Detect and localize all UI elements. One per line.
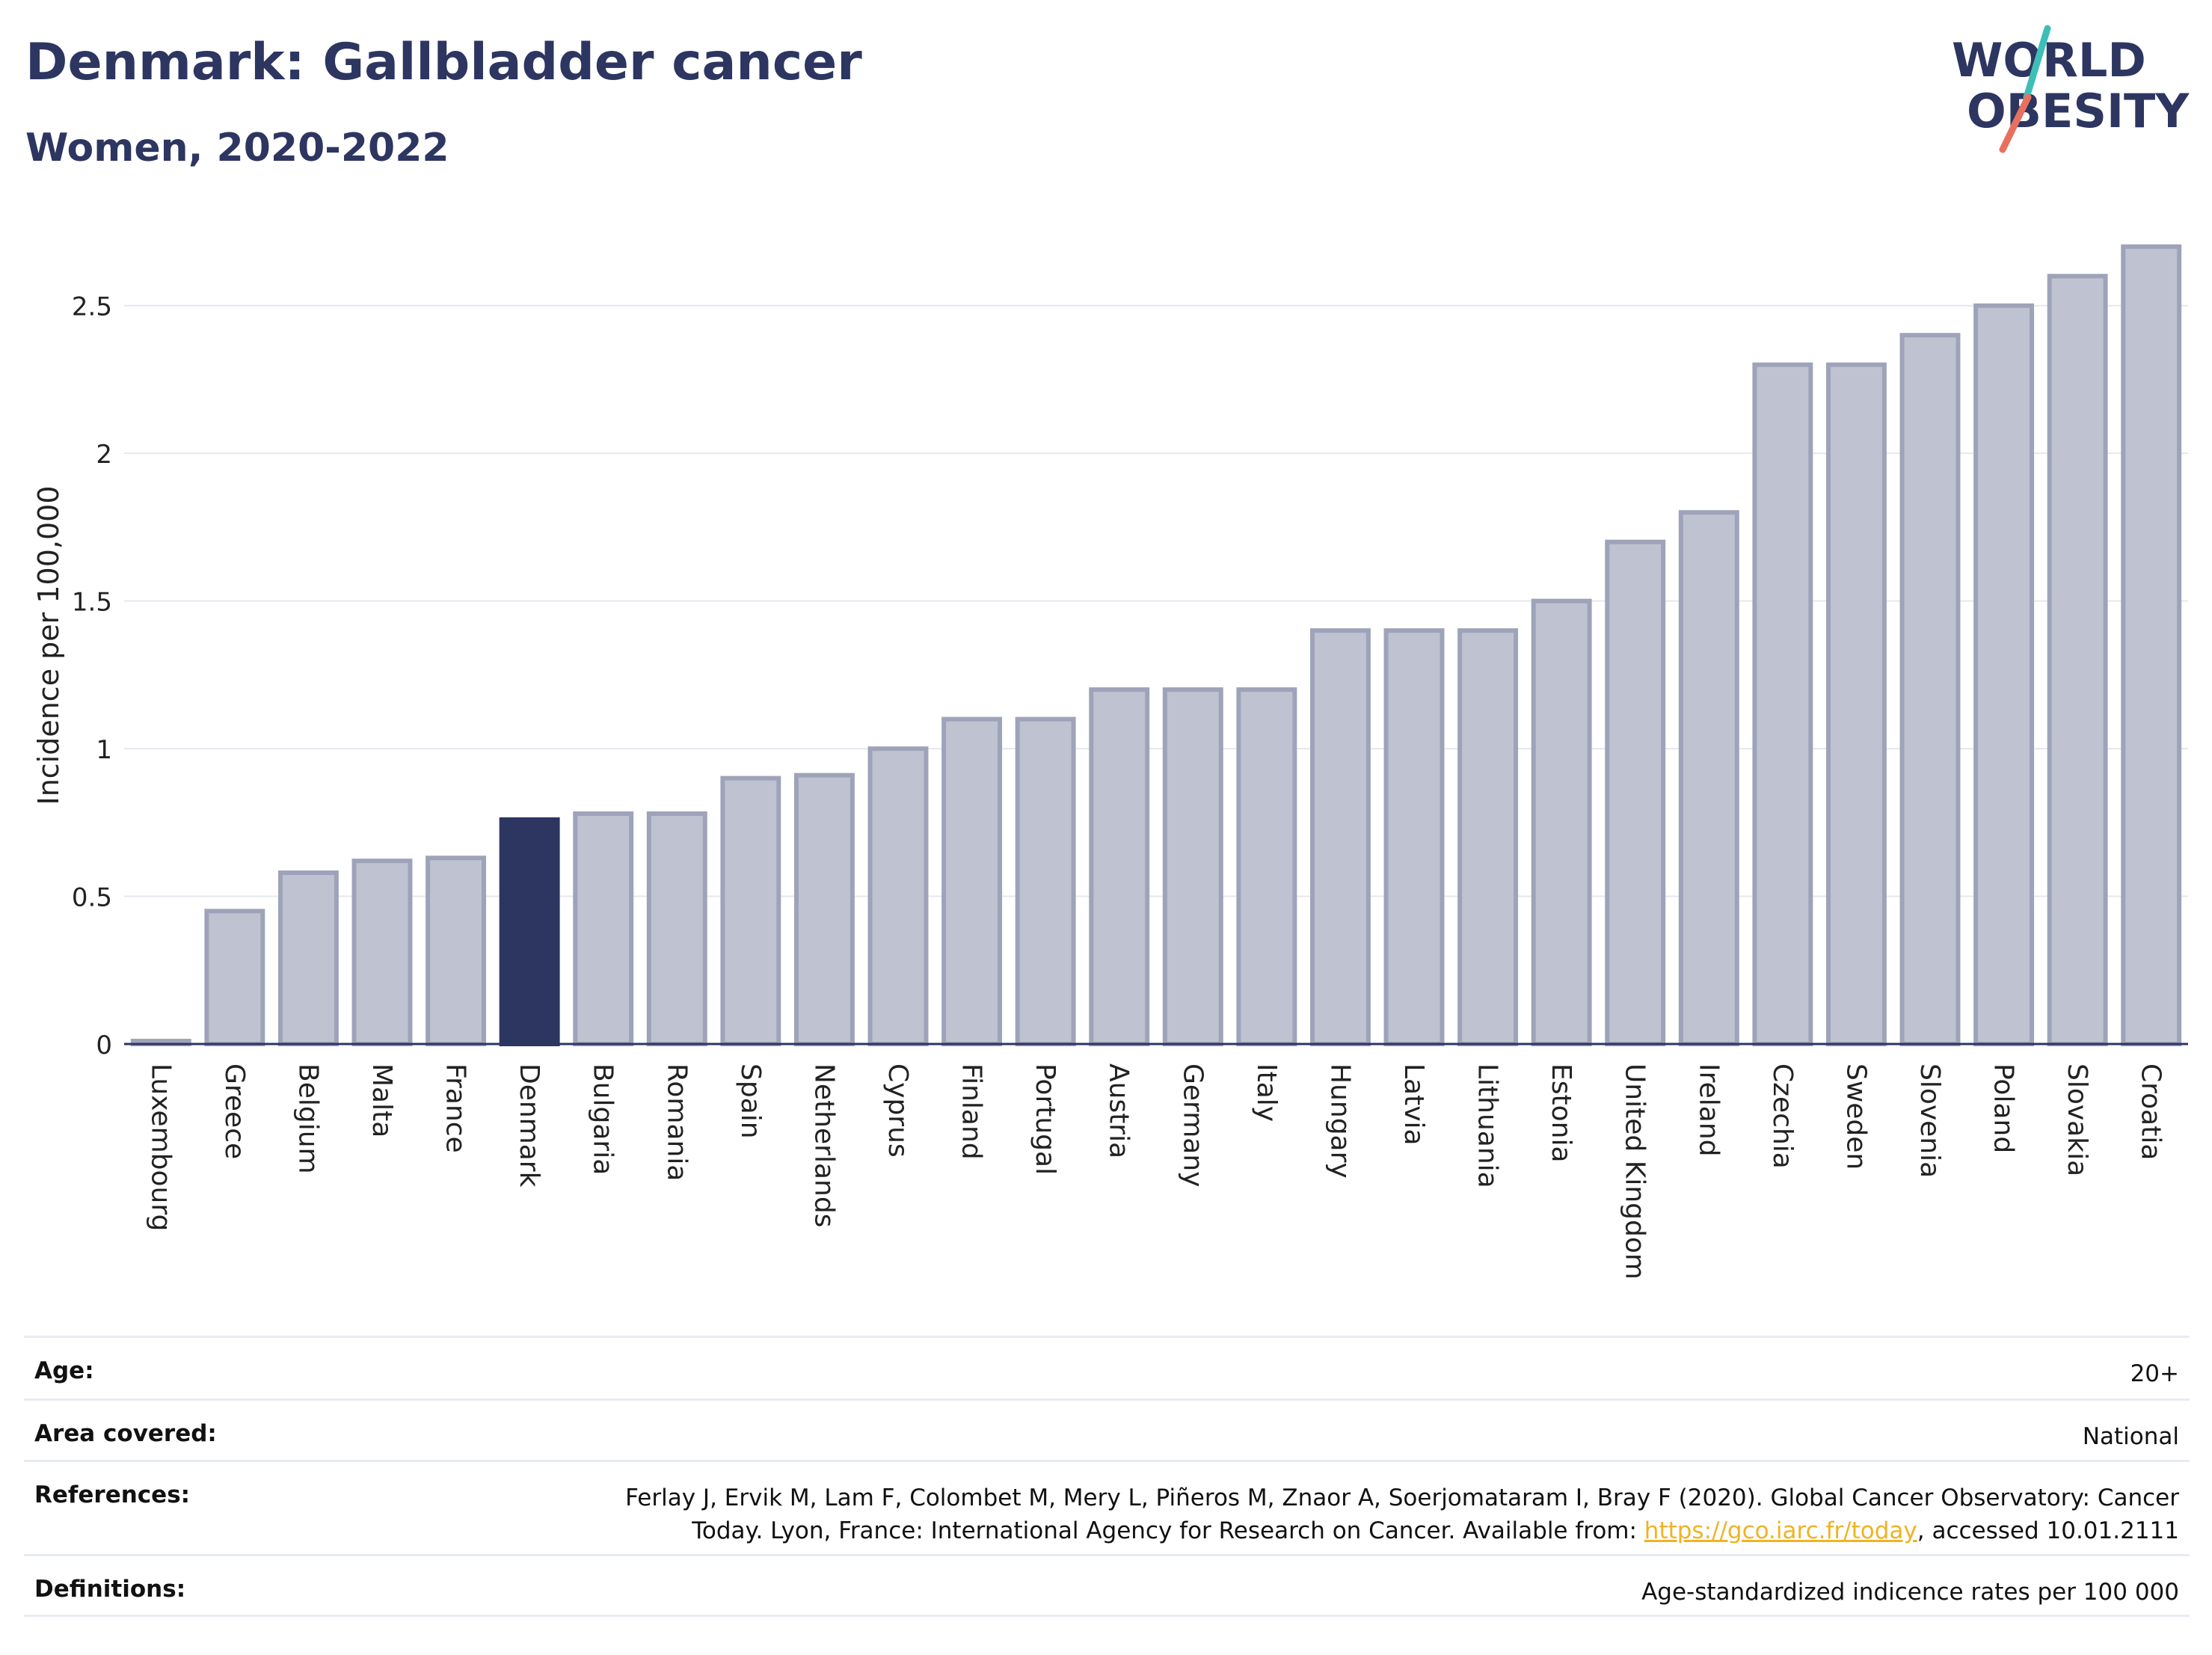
x-tick-label: Belgium [292, 1063, 323, 1174]
logo-slash-coral [1999, 93, 2032, 153]
bar-spain [720, 776, 781, 1046]
x-tick-label: Finland [956, 1063, 987, 1160]
bar-slovakia [2047, 274, 2108, 1047]
meta-row-definitions: Definitions: Age-standardized indicence … [24, 1554, 2190, 1617]
bar-ireland [1678, 510, 1739, 1046]
y-tick-label: 1 [96, 735, 112, 765]
references-line1: Ferlay J, Ervik M, Lam F, Colombet M, Me… [625, 1484, 2179, 1511]
x-tick-label: Sweden [1840, 1063, 1871, 1170]
bar-croatia [2121, 244, 2182, 1046]
x-tick-label: Romania [661, 1063, 692, 1181]
bar-denmark [499, 817, 560, 1047]
bars [124, 244, 2188, 1047]
y-tick-label: 2.5 [72, 292, 112, 322]
x-tick-label: Slovenia [1914, 1063, 1945, 1178]
y-tick-labels: 0 0.5 1 1.5 2 2.5 [72, 292, 112, 1060]
x-tick-label: Austria [1104, 1063, 1134, 1158]
references-link[interactable]: https://gco.iarc.fr/today [1644, 1517, 1917, 1544]
area-label: Area covered: [34, 1420, 217, 1447]
bar-france [425, 856, 487, 1046]
bar-czechia [1752, 362, 1813, 1046]
x-tick-label: Malta [366, 1063, 397, 1137]
bar-netherlands [793, 773, 855, 1046]
x-tick-label: Ireland [1693, 1063, 1724, 1157]
x-tick-label: Estonia [1546, 1063, 1576, 1163]
bar-slovenia [1899, 333, 1961, 1046]
x-tick-labels: Luxembourg Greece Belgium Malta France Denmar… [145, 1063, 2166, 1280]
x-tick-label: Poland [1988, 1063, 2019, 1153]
bar-chart: 0 0.5 1 1.5 2 2.5 Luxembourg Greece Belgium Malt… [32, 244, 2188, 1280]
x-tick-label: Hungary [1324, 1063, 1355, 1179]
y-tick-label: 1.5 [72, 588, 112, 618]
bar-romania [646, 811, 707, 1047]
bar-greece [204, 909, 265, 1046]
logo-slash-teal [2023, 25, 2051, 101]
bar-poland [1973, 303, 2035, 1046]
page-subtitle: Women, 2020-2022 [25, 126, 449, 171]
x-tick-label: Portugal [1030, 1063, 1060, 1175]
x-tick-label: Greece [219, 1063, 250, 1159]
bar-germany [1162, 687, 1223, 1046]
x-tick-label: Bulgaria [588, 1063, 618, 1175]
x-tick-label: Lithuania [1472, 1063, 1503, 1188]
definitions-label: Definitions: [34, 1576, 186, 1603]
area-value: National [2082, 1423, 2179, 1450]
bar-bulgaria [573, 811, 634, 1047]
y-tick-label: 0 [96, 1031, 112, 1060]
bar-italy [1236, 687, 1297, 1046]
x-tick-label: Cyprus [882, 1063, 913, 1158]
bar-austria [1089, 687, 1150, 1046]
y-tick-label: 2 [96, 440, 112, 470]
x-tick-label: Luxembourg [145, 1063, 176, 1231]
x-tick-label: Denmark [514, 1063, 544, 1188]
bar-malta [351, 859, 413, 1047]
bar-united-kingdom [1605, 539, 1666, 1046]
y-axis-label: Incidence per 100,000 [32, 485, 65, 805]
metadata-table: Age: 20+ Area covered: National Referenc… [24, 1336, 2190, 1617]
x-tick-label: Slovakia [2062, 1063, 2092, 1176]
x-tick-label: Czechia [1767, 1063, 1798, 1169]
bar-latvia [1383, 628, 1445, 1046]
meta-row-references: References: Ferlay J, Ervik M, Lam F, Co… [24, 1460, 2190, 1554]
bar-estonia [1531, 598, 1592, 1046]
x-tick-label: Croatia [2136, 1063, 2166, 1160]
page-title: Denmark: Gallbladder cancer [25, 33, 862, 92]
y-tick-label: 0.5 [72, 883, 112, 913]
x-tick-label: Netherlands [808, 1063, 839, 1227]
references-line2-post: , accessed 10.01.2111 [1917, 1517, 2179, 1544]
references-value: Ferlay J, Ervik M, Lam F, Colombet M, Me… [625, 1481, 2179, 1547]
meta-row-area: Area covered: National [24, 1398, 2190, 1460]
logo-line1: WORLD [1952, 33, 2146, 87]
bar-finland [941, 716, 1003, 1046]
references-line2-pre: Today. Lyon, France: International Agenc… [692, 1517, 1644, 1544]
x-tick-label: Spain [735, 1063, 766, 1139]
logo-line2: OBESITY [1967, 84, 2190, 138]
x-tick-label: Latvia [1398, 1063, 1429, 1146]
age-value: 20+ [2130, 1360, 2179, 1387]
meta-row-age: Age: 20+ [24, 1336, 2190, 1398]
references-label: References: [34, 1481, 191, 1508]
bar-portugal [1015, 716, 1076, 1046]
bar-cyprus [867, 746, 929, 1046]
bar-hungary [1309, 628, 1371, 1046]
definitions-value: Age-standardized indicence rates per 100… [1641, 1579, 2179, 1606]
bar-belgium [277, 870, 339, 1047]
x-tick-label: France [440, 1063, 471, 1153]
world-obesity-logo: WORLD OBESITY [1952, 25, 2190, 153]
x-tick-label: United Kingdom [1620, 1063, 1650, 1280]
age-label: Age: [34, 1357, 94, 1384]
bar-sweden [1825, 362, 1887, 1046]
x-tick-label: Italy [1251, 1063, 1282, 1122]
x-tick-label: Germany [1177, 1063, 1208, 1187]
bar-lithuania [1457, 628, 1519, 1046]
